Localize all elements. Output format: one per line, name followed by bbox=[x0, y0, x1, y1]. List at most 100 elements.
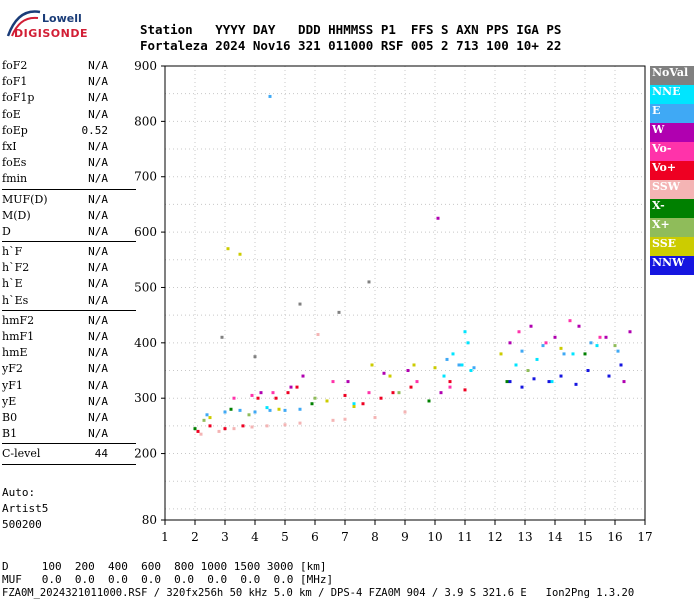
param-name: h`E bbox=[2, 277, 23, 291]
data-point-sse bbox=[412, 363, 416, 367]
separator bbox=[2, 309, 136, 311]
data-point-ssw bbox=[232, 427, 236, 431]
data-point-w bbox=[622, 380, 626, 384]
data-point-w bbox=[508, 341, 512, 345]
y-tick-label: 700 bbox=[134, 170, 157, 184]
x-tick-label: 11 bbox=[457, 530, 472, 544]
param-row: hmF2 N/A bbox=[2, 313, 136, 329]
autoscaling-info: Auto: Artist5 500200 bbox=[2, 485, 48, 533]
param-value: N/A bbox=[88, 91, 108, 105]
param-group-confidence: C-level 44 bbox=[2, 446, 136, 462]
legend-item: SSW bbox=[650, 180, 694, 199]
data-point-ssw bbox=[343, 417, 347, 421]
data-point-sse bbox=[352, 405, 356, 408]
param-value: N/A bbox=[88, 313, 108, 327]
auto-label: Auto: bbox=[2, 486, 36, 499]
muf-row: MUF 0.0 0.0 0.0 0.0 0.0 0.0 0.0 0.0 [MHz… bbox=[2, 573, 334, 586]
param-name: foE bbox=[2, 107, 21, 121]
param-row: foE N/A bbox=[2, 107, 136, 123]
param-name: C-level bbox=[2, 447, 41, 461]
legend-item: NNE bbox=[650, 85, 694, 104]
param-name: hmF1 bbox=[2, 330, 35, 343]
data-point-e bbox=[205, 413, 209, 417]
distance-row: D 100 200 400 600 800 1000 1500 3000 [km… bbox=[2, 560, 327, 573]
x-tick-label: 9 bbox=[401, 530, 409, 544]
param-name: foF2 bbox=[2, 59, 28, 72]
data-point-nne bbox=[463, 330, 467, 334]
data-point-vo- bbox=[343, 393, 347, 397]
data-point-noval bbox=[220, 335, 224, 339]
data-point-nne bbox=[352, 402, 356, 406]
param-value: N/A bbox=[88, 59, 108, 72]
param-row: foEs N/A bbox=[2, 155, 136, 171]
param-value: N/A bbox=[88, 293, 108, 307]
data-point-x- bbox=[505, 380, 509, 384]
data-point-vo- bbox=[409, 385, 413, 389]
data-point-e bbox=[541, 344, 545, 348]
param-value: N/A bbox=[88, 224, 108, 238]
data-point-ssw bbox=[217, 429, 221, 433]
legend-item: NNW bbox=[650, 256, 694, 275]
data-point-ssw bbox=[265, 424, 269, 428]
y-tick-label: 400 bbox=[134, 336, 157, 350]
data-point-nne bbox=[265, 406, 269, 410]
data-point-vo- bbox=[391, 391, 395, 395]
param-group-profile: hmF2 N/A hmF1 N/A hmE N/A yF2 N/A yF1 N/A yE N/A B0 N… bbox=[2, 313, 136, 443]
data-point-noval bbox=[253, 355, 257, 359]
data-point-vo- bbox=[250, 393, 254, 397]
data-point-vo- bbox=[208, 424, 212, 428]
separator bbox=[2, 443, 136, 445]
param-value: N/A bbox=[88, 107, 108, 121]
separator bbox=[2, 241, 136, 243]
param-row: h`Es N/A bbox=[2, 293, 136, 309]
data-point-nne bbox=[451, 352, 455, 356]
param-row: hmF1 N/A bbox=[2, 329, 136, 345]
data-point-nnw bbox=[547, 380, 551, 384]
param-value: N/A bbox=[88, 245, 108, 259]
param-row: fmin N/A bbox=[2, 171, 136, 187]
param-row: fxI N/A bbox=[2, 139, 136, 155]
y-tick-label: 800 bbox=[134, 114, 157, 128]
data-point-vo- bbox=[232, 396, 236, 400]
x-tick-label: 4 bbox=[251, 530, 259, 544]
auto-software: Artist5 bbox=[2, 502, 49, 515]
data-point-nnw bbox=[607, 374, 611, 378]
data-point-vo- bbox=[223, 427, 227, 431]
param-value: N/A bbox=[88, 330, 108, 343]
data-point-w bbox=[577, 324, 581, 328]
param-name: h`F bbox=[2, 245, 23, 259]
data-point-e bbox=[268, 408, 272, 412]
param-value: N/A bbox=[88, 139, 108, 153]
data-point-ssw bbox=[250, 425, 254, 429]
param-row: M(D) N/A bbox=[2, 208, 136, 224]
param-value: N/A bbox=[88, 362, 108, 376]
auto-version: 500200 bbox=[2, 518, 42, 531]
y-tick-label: 600 bbox=[134, 225, 157, 239]
param-row: yF1 N/A bbox=[2, 378, 136, 394]
polarization-legend: NoVal NNE E W Vo- Vo+ SSW X- X+ SSE NNW bbox=[650, 66, 694, 275]
x-tick-label: 16 bbox=[607, 530, 622, 544]
data-point-nne bbox=[571, 352, 575, 356]
param-value: N/A bbox=[88, 346, 108, 360]
y-tick-label: 900 bbox=[134, 59, 157, 73]
param-row: foF2 N/A bbox=[2, 58, 136, 74]
x-tick-label: 6 bbox=[311, 530, 319, 544]
param-name: M(D) bbox=[2, 208, 31, 222]
data-point-noval bbox=[298, 302, 302, 306]
param-value: N/A bbox=[88, 277, 108, 291]
param-row: MUF(D) N/A bbox=[2, 192, 136, 208]
data-point-x- bbox=[247, 413, 251, 417]
data-point-noval bbox=[367, 280, 371, 284]
param-value: N/A bbox=[88, 394, 108, 408]
data-point-w bbox=[529, 324, 533, 328]
param-row: yF2 N/A bbox=[2, 361, 136, 377]
data-point-nnw bbox=[559, 374, 563, 378]
y-tick-label: 500 bbox=[134, 280, 157, 294]
param-name: fxI bbox=[2, 139, 17, 153]
legend-item: X+ bbox=[650, 218, 694, 237]
data-point-nne bbox=[460, 363, 464, 367]
y-tick-label: 200 bbox=[134, 447, 157, 461]
param-name: hmE bbox=[2, 346, 28, 360]
data-point-sse bbox=[388, 374, 392, 378]
param-name: yF2 bbox=[2, 362, 23, 376]
